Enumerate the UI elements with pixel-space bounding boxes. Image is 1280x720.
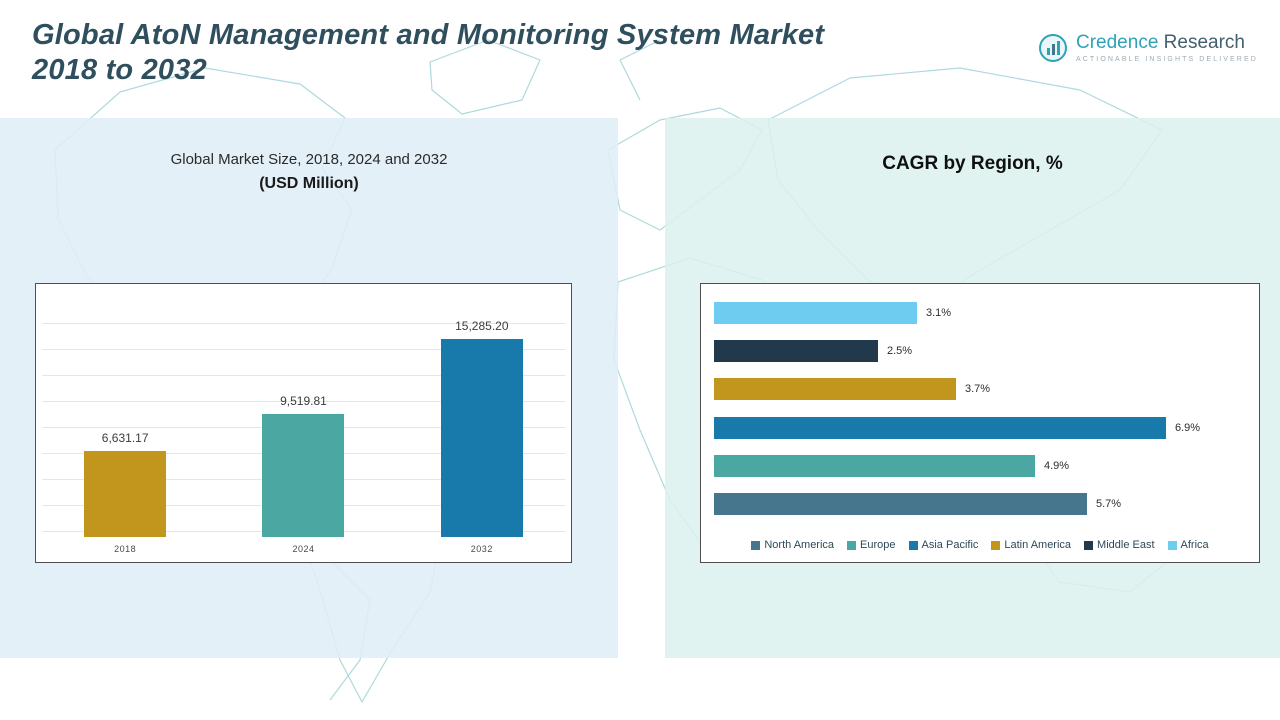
brand-tagline: Actionable Insights Delivered [1076, 56, 1258, 63]
cagr-row-africa: 3.1% [714, 301, 1246, 324]
credence-logo-icon [1038, 33, 1068, 63]
cagr-value-label: 3.7% [965, 383, 991, 396]
legend-label: Africa [1180, 539, 1209, 551]
legend-item-europe: Europe [847, 539, 896, 551]
chart-legend: North America Europe Asia Pacific Latin Ame… [701, 539, 1259, 551]
cagr-panel: CAGR by Region, % 3.1% 2.5% 3.7% 6.9% 4.9% 5.… [665, 118, 1280, 658]
cagr-row-latin-america: 3.7% [714, 378, 1246, 401]
legend-swatch-africa [1167, 540, 1177, 550]
cagr-bar-latin-america [714, 378, 956, 401]
legend-label: Asia Pacific [921, 539, 979, 551]
cagr-value-label: 5.7% [1096, 498, 1122, 511]
bar-group-2018: 6,631.17 2018 [84, 431, 167, 556]
brand-text: Credence Research Actionable Insights De… [1076, 32, 1258, 63]
legend-swatch-latin-america [991, 540, 1001, 550]
page-title: Global AtoN Management and Monitoring Sy… [32, 18, 824, 89]
bar-2024 [262, 414, 345, 537]
bar-category-label: 2018 [114, 544, 137, 554]
legend-label: Middle East [1097, 539, 1155, 551]
cagr-value-label: 2.5% [887, 344, 913, 357]
legend-swatch-asia-pacific [908, 540, 918, 550]
cagr-value-label: 6.9% [1175, 421, 1201, 434]
cagr-chart: 3.1% 2.5% 3.7% 6.9% 4.9% 5.7% North America Eu… [700, 283, 1260, 563]
page-title-line1: Global AtoN Management and Monitoring Sy… [32, 19, 825, 51]
bar-2032 [440, 339, 523, 537]
bar-group-2024: 9,519.81 2024 [262, 394, 345, 556]
legend-item-middle-east: Middle East [1084, 539, 1155, 551]
legend-item-latin-america: Latin America [991, 539, 1071, 551]
brand-name-credence: Credence [1076, 32, 1159, 53]
legend-swatch-europe [847, 540, 857, 550]
cagr-bar-asia-pacific [714, 416, 1166, 439]
vertical-bar-chart-bars: 6,631.17 2018 9,519.81 2024 15,285.20 2032 [36, 284, 571, 556]
legend-item-asia-pacific: Asia Pacific [908, 539, 979, 551]
legend-item-north-america: North America [751, 539, 834, 551]
left-chart-subtitle: (USD Million) [259, 175, 359, 192]
bar-value-label: 6,631.17 [101, 431, 149, 445]
cagr-value-label: 3.1% [926, 306, 952, 319]
bar-category-label: 2032 [470, 544, 493, 554]
left-chart-title: Global Market Size, 2018, 2024 and 2032 [170, 151, 448, 168]
bar-group-2032: 15,285.20 2032 [440, 319, 523, 556]
legend-item-africa: Africa [1167, 539, 1209, 551]
header: Global AtoN Management and Monitoring Sy… [32, 18, 824, 89]
right-chart-title: CAGR by Region, % [882, 153, 1063, 174]
cagr-row-europe: 4.9% [714, 455, 1246, 478]
cagr-value-label: 4.9% [1044, 460, 1070, 473]
bar-value-label: 9,519.81 [280, 394, 327, 408]
bar-value-label: 15,285.20 [455, 319, 509, 333]
legend-label: Latin America [1004, 539, 1072, 551]
bar-2018 [84, 451, 167, 537]
bar-category-label: 2024 [292, 544, 315, 554]
brand-logo: Credence Research Actionable Insights De… [1038, 32, 1258, 63]
horizontal-bar-chart-rows: 3.1% 2.5% 3.7% 6.9% 4.9% 5.7% [714, 301, 1246, 516]
cagr-bar-north-america [714, 493, 1087, 516]
cagr-row-north-america: 5.7% [714, 493, 1246, 516]
legend-swatch-north-america [751, 540, 761, 550]
legend-swatch-middle-east [1084, 540, 1094, 550]
legend-label: North America [764, 539, 835, 551]
market-size-chart: 6,631.17 2018 9,519.81 2024 15,285.20 2032 [35, 283, 572, 563]
market-size-panel: Global Market Size, 2018, 2024 and 2032 … [0, 118, 618, 658]
cagr-bar-africa [714, 301, 917, 324]
brand-name-research: Research [1163, 32, 1245, 53]
brand-name: Credence Research [1076, 32, 1245, 53]
cagr-bar-middle-east [714, 339, 878, 362]
cagr-row-middle-east: 2.5% [714, 339, 1246, 362]
legend-label: Europe [860, 539, 896, 551]
page-title-line2: 2018 to 2032 [32, 54, 207, 87]
cagr-bar-europe [714, 455, 1035, 478]
cagr-row-asia-pacific: 6.9% [714, 416, 1246, 439]
